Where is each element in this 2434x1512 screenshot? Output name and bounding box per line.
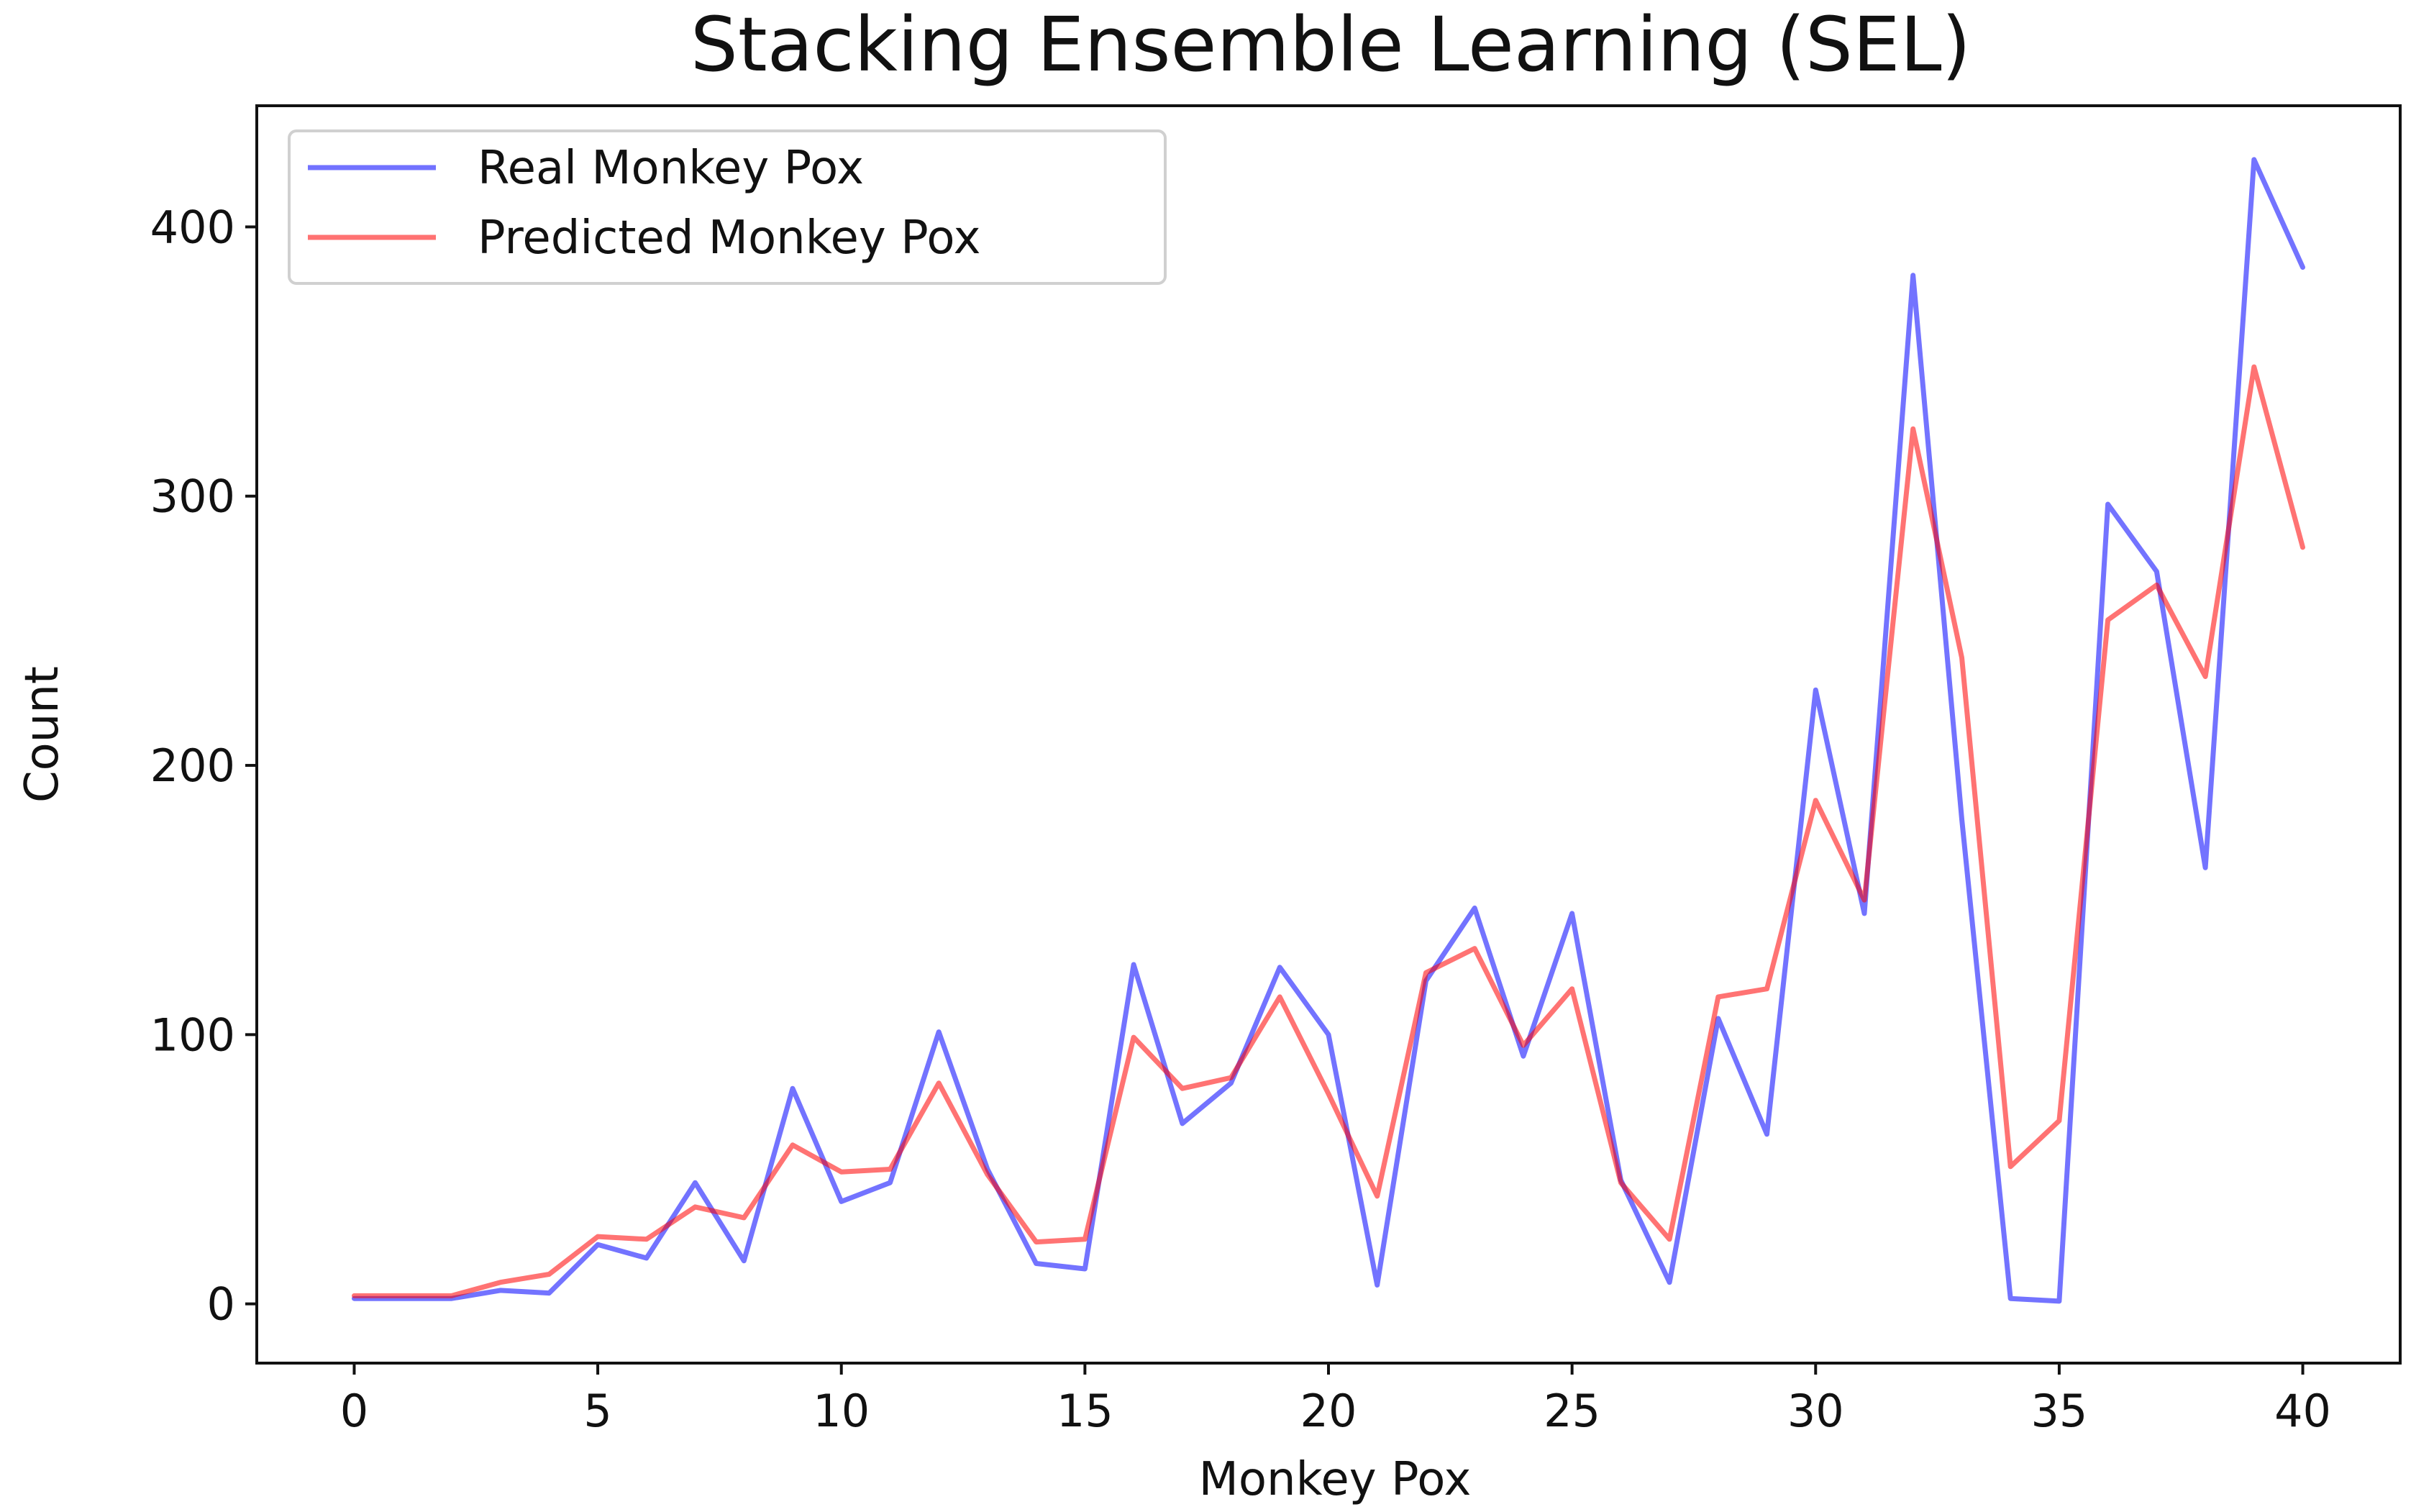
x-tick-label: 20 xyxy=(1300,1385,1357,1437)
legend-box xyxy=(288,129,1167,285)
x-tick-label: 25 xyxy=(1544,1385,1600,1437)
legend-label-predicted: Predicted Monkey Pox xyxy=(478,211,980,265)
legend-label-real: Real Monkey Pox xyxy=(478,142,864,195)
y-tick-label: 400 xyxy=(150,201,235,253)
y-axis-ticks: 0 100 200 300 400 xyxy=(150,201,257,1331)
y-axis-label: Count xyxy=(16,666,69,803)
x-axis-label: Monkey Pox xyxy=(1199,1453,1472,1506)
x-tick-label: 5 xyxy=(583,1385,611,1437)
x-tick-label: 40 xyxy=(2274,1385,2331,1437)
y-tick-label: 0 xyxy=(207,1278,235,1331)
y-tick-label: 100 xyxy=(150,1008,235,1061)
series-line-real-monkey-pox xyxy=(352,157,2305,1304)
chart-title: Stacking Ensemble Learning (SEL) xyxy=(690,1,1971,88)
x-tick-label: 10 xyxy=(813,1385,870,1437)
series-lines xyxy=(352,157,2305,1304)
plot-frame xyxy=(255,104,2402,1365)
legend: Real Monkey Pox Predicted Monkey Pox xyxy=(288,129,1167,285)
x-axis-ticks: 0 5 10 15 20 25 30 35 40 xyxy=(340,1363,2331,1437)
series-line-predicted-monkey-pox xyxy=(352,364,2305,1298)
x-tick-label: 0 xyxy=(340,1385,368,1437)
x-tick-label: 30 xyxy=(1787,1385,1844,1437)
x-tick-label: 15 xyxy=(1057,1385,1113,1437)
x-tick-label: 35 xyxy=(2030,1385,2087,1437)
y-tick-label: 200 xyxy=(150,739,235,792)
y-tick-label: 300 xyxy=(150,470,235,523)
